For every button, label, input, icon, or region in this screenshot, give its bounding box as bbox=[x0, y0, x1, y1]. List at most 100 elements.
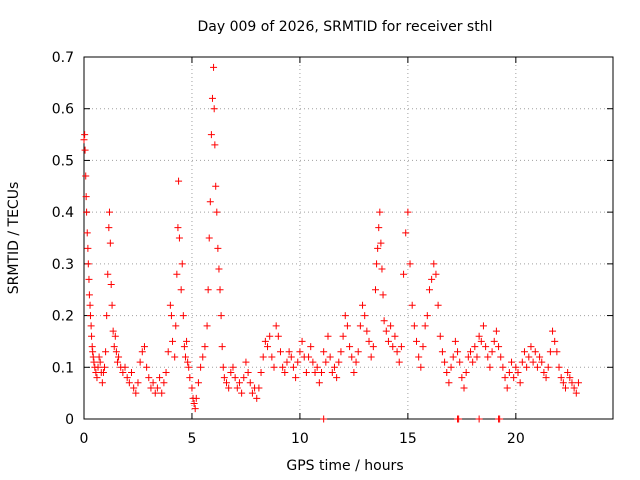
data-point bbox=[309, 358, 317, 366]
data-point bbox=[84, 244, 92, 252]
data-point bbox=[203, 322, 211, 330]
data-point bbox=[333, 374, 341, 382]
data-point bbox=[107, 281, 115, 289]
data-point bbox=[410, 322, 418, 330]
data-point bbox=[190, 399, 198, 407]
data-point bbox=[238, 389, 246, 397]
data-point bbox=[477, 337, 485, 345]
data-point bbox=[143, 363, 151, 371]
data-point bbox=[564, 368, 572, 376]
data-point bbox=[172, 322, 180, 330]
data-point bbox=[475, 415, 483, 423]
data-point bbox=[380, 317, 388, 325]
data-point bbox=[253, 394, 261, 402]
data-point bbox=[191, 405, 199, 413]
data-point bbox=[486, 363, 494, 371]
data-point bbox=[352, 358, 360, 366]
y-axis-label: SRMTID / TECUs bbox=[6, 182, 22, 295]
data-point bbox=[501, 374, 509, 382]
data-point bbox=[425, 286, 433, 294]
data-point bbox=[367, 353, 375, 361]
data-point bbox=[540, 368, 548, 376]
data-point bbox=[86, 312, 94, 320]
data-point bbox=[276, 348, 284, 356]
data-point bbox=[544, 363, 552, 371]
data-point bbox=[227, 368, 235, 376]
data-point bbox=[105, 208, 113, 216]
data-point bbox=[186, 374, 194, 382]
data-point bbox=[218, 343, 226, 351]
data-point bbox=[96, 358, 104, 366]
data-point bbox=[99, 368, 107, 376]
data-point bbox=[415, 353, 423, 361]
data-point bbox=[210, 105, 218, 113]
data-point bbox=[460, 384, 468, 392]
data-point bbox=[83, 229, 91, 237]
data-point bbox=[330, 363, 338, 371]
data-point bbox=[294, 358, 302, 366]
data-point bbox=[95, 353, 103, 361]
data-point bbox=[572, 389, 580, 397]
data-point bbox=[406, 260, 414, 268]
data-point bbox=[102, 348, 110, 356]
y-tick-label: 0.4 bbox=[52, 205, 74, 221]
data-point bbox=[455, 415, 463, 423]
data-point bbox=[205, 234, 213, 242]
data-point bbox=[371, 286, 379, 294]
data-point bbox=[499, 363, 507, 371]
data-point bbox=[361, 312, 369, 320]
x-tick-label: 5 bbox=[187, 431, 196, 447]
data-point bbox=[365, 337, 373, 345]
data-point bbox=[82, 172, 90, 180]
data-point bbox=[363, 327, 371, 335]
data-point bbox=[178, 260, 186, 268]
data-point bbox=[208, 94, 216, 102]
data-point bbox=[479, 322, 487, 330]
data-point bbox=[223, 379, 231, 387]
data-point bbox=[240, 374, 248, 382]
data-point bbox=[158, 389, 166, 397]
data-point bbox=[324, 332, 332, 340]
data-point bbox=[434, 301, 442, 309]
data-point bbox=[184, 358, 192, 366]
data-point bbox=[512, 363, 520, 371]
data-point bbox=[566, 374, 574, 382]
data-point bbox=[181, 353, 189, 361]
data-point bbox=[94, 363, 102, 371]
data-point bbox=[174, 224, 182, 232]
data-point bbox=[473, 353, 481, 361]
data-point bbox=[235, 379, 243, 387]
data-point bbox=[389, 343, 397, 351]
data-point bbox=[175, 177, 183, 185]
data-point bbox=[313, 363, 321, 371]
data-point bbox=[112, 348, 120, 356]
data-point bbox=[447, 363, 455, 371]
data-point bbox=[421, 322, 429, 330]
data-point bbox=[413, 337, 421, 345]
data-point bbox=[441, 358, 449, 366]
data-point bbox=[229, 363, 237, 371]
data-point bbox=[204, 286, 212, 294]
data-point bbox=[98, 379, 106, 387]
data-point bbox=[384, 337, 392, 345]
data-point bbox=[449, 353, 457, 361]
x-axis-label: GPS time / hours bbox=[286, 458, 403, 474]
data-point bbox=[248, 389, 256, 397]
x-tick-label: 15 bbox=[399, 431, 417, 447]
data-point bbox=[194, 379, 202, 387]
data-point bbox=[469, 358, 477, 366]
data-point bbox=[561, 384, 569, 392]
data-point bbox=[138, 348, 146, 356]
data-point bbox=[393, 348, 401, 356]
data-point bbox=[82, 193, 90, 201]
plot-frame bbox=[83, 56, 614, 420]
data-point bbox=[88, 332, 96, 340]
data-point bbox=[233, 384, 241, 392]
data-point bbox=[89, 348, 97, 356]
data-point bbox=[242, 358, 250, 366]
data-point bbox=[81, 146, 89, 154]
data-point bbox=[121, 363, 129, 371]
data-point bbox=[264, 343, 272, 351]
data-point bbox=[557, 374, 565, 382]
